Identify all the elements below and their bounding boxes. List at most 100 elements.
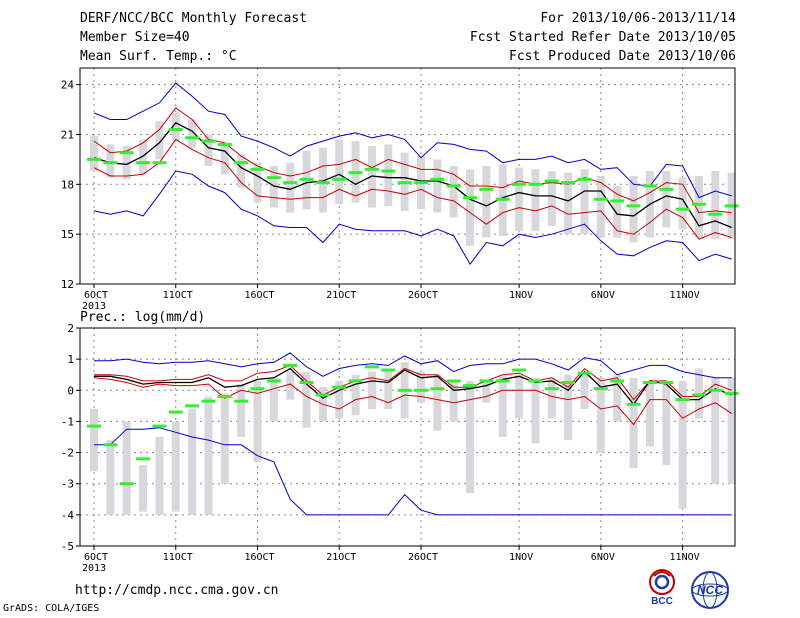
temp-line-p75 [93, 107, 732, 214]
precip-year-label: 2013 [82, 563, 106, 574]
temp-obs-marker [691, 202, 706, 206]
precip-spread-box [449, 380, 458, 422]
precip-spread-box [727, 377, 736, 484]
temp-obs-marker [512, 182, 527, 186]
precip-obs-marker [626, 402, 641, 406]
refer-date: Fcst Started Refer Date 2013/10/05 [469, 30, 736, 45]
precip-spread-box [139, 465, 148, 512]
temp-xtick-label: 26OCT [408, 290, 438, 301]
temp-obs-marker [152, 161, 167, 165]
temp-spread-box [220, 142, 229, 175]
precip-obs-marker [544, 387, 559, 391]
precip-obs-marker [512, 368, 527, 372]
precip-spread-box [122, 421, 131, 515]
temp-spread-box [547, 171, 556, 226]
temp-obs-marker [168, 127, 183, 131]
precip-spread-box [613, 374, 622, 422]
precip-obs-marker [479, 379, 494, 383]
temp-obs-marker [250, 167, 265, 171]
bcc-logo-text: BCC [651, 596, 673, 606]
precip-obs-marker [691, 393, 706, 397]
temp-spread-box [106, 144, 115, 178]
precip-obs-marker [152, 424, 167, 428]
temp-xtick-label: 21OCT [326, 290, 356, 301]
temp-obs-marker [642, 184, 657, 188]
precip-xtick-label: 6OCT [84, 552, 108, 563]
temp-obs-marker [332, 177, 347, 181]
precip-obs-marker [430, 387, 445, 391]
precip-obs-marker [201, 399, 216, 403]
precip-obs-marker [397, 388, 412, 392]
temp-spread-box [269, 166, 278, 208]
variable-label: Mean Surf. Temp.: °C [80, 49, 237, 64]
temp-xtick-label: 6NOV [591, 290, 615, 301]
temp-xtick-label: 6OCT [84, 290, 108, 301]
precip-xtick-label: 16OCT [244, 552, 274, 563]
precip-xtick-label: 6NOV [591, 552, 615, 563]
chart-title: DERF/NCC/BCC Monthly Forecast [80, 11, 307, 26]
precip-spread-box [90, 408, 98, 472]
temp-spread-box [122, 146, 131, 180]
temp-spread-box [155, 121, 164, 160]
temp-xtick-label: 16OCT [244, 290, 274, 301]
precip-xtick-label: 26OCT [408, 552, 438, 563]
precip-obs-marker [561, 381, 576, 384]
temp-spread-box [596, 176, 605, 238]
precip-obs-marker [250, 387, 265, 391]
precip-spread-box [564, 374, 573, 441]
temp-spread-box [466, 169, 475, 246]
precip-xtick-label: 11NOV [670, 552, 700, 563]
footer-url[interactable]: http://cmdp.ncc.cma.gov.cn [75, 583, 279, 598]
temp-spread-box [384, 144, 393, 206]
precip-obs-marker [593, 387, 608, 391]
temp-ytick-label: 24 [61, 79, 75, 92]
temp-obs-marker [299, 177, 314, 181]
temp-obs-marker [610, 199, 625, 203]
temp-spread-box [694, 176, 703, 238]
precip-xtick-label: 1NOV [509, 552, 533, 563]
temp-ytick-label: 18 [61, 178, 74, 191]
precip-line-p75 [94, 364, 732, 401]
precip-obs-marker [332, 385, 347, 389]
temp-spread-box [237, 154, 246, 188]
member-size-label: Member Size=40 [80, 30, 190, 45]
precip-obs-marker [299, 381, 314, 384]
temp-obs-marker [708, 212, 723, 216]
temp-obs-marker [397, 181, 412, 185]
precip-frame [79, 327, 736, 547]
precip-obs-marker [495, 379, 510, 383]
precip-spread-box [367, 371, 376, 409]
precip-ytick-label: 0 [67, 384, 74, 397]
precip-obs-marker [610, 379, 625, 383]
precip-obs-marker [414, 388, 428, 392]
precip-spread-box [155, 437, 164, 515]
precip-spread-box [269, 377, 278, 422]
temp-spread-box [711, 171, 720, 240]
temp-xtick-label: 1NOV [509, 290, 533, 301]
temp-frame [79, 67, 736, 285]
temp-obs-marker [266, 176, 281, 180]
precip-spread-box [220, 393, 229, 484]
temp-spread-box [449, 166, 458, 218]
precip-spread-box [694, 368, 703, 419]
temp-spread-box [171, 112, 180, 142]
precip-obs-marker [528, 379, 543, 383]
precip-line-p25 [93, 377, 732, 426]
temp-obs-marker [593, 197, 608, 201]
precip-line-max [94, 352, 732, 379]
temp-obs-marker [479, 187, 494, 191]
precip-ytick-label: -3 [61, 478, 74, 491]
precip-obs-marker [708, 388, 723, 392]
produced-date: Fcst Produced Date 2013/10/06 [509, 49, 736, 64]
temp-obs-marker [463, 196, 478, 200]
precip-spread-box [711, 377, 720, 484]
temp-obs-marker [283, 181, 298, 185]
ncc-logo-text: NCC [697, 583, 723, 597]
temp-xtick-label: 11NOV [670, 290, 700, 301]
precip-line-mean [94, 367, 732, 406]
precip-obs-marker [234, 399, 249, 403]
precip-ytick-label: 1 [67, 353, 74, 366]
precip-obs-marker [446, 379, 461, 383]
